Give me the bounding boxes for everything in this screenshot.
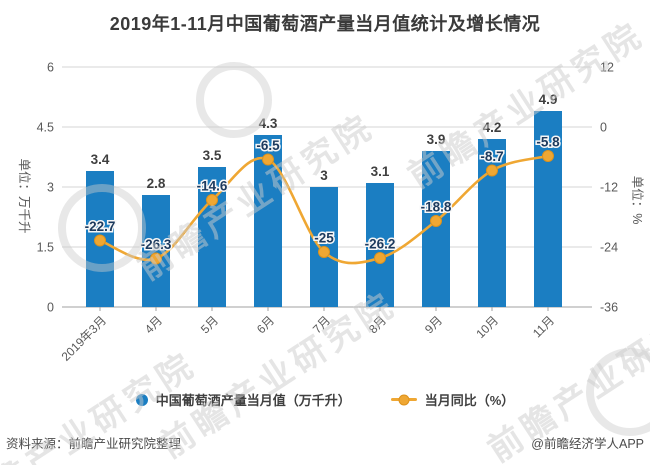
right-axis-tick-label: -36 bbox=[600, 301, 618, 315]
line-marker bbox=[374, 252, 386, 264]
x-axis-label: 9月 bbox=[422, 313, 445, 336]
line-marker bbox=[206, 194, 218, 206]
right-axis-tick-label: 0 bbox=[600, 121, 607, 135]
x-axis-label: 4月 bbox=[142, 313, 165, 336]
left-axis-tick-label: 0 bbox=[47, 301, 54, 315]
line-marker bbox=[262, 153, 274, 166]
legend-bar-label: 中国葡萄酒产量当月值（万千升） bbox=[155, 393, 351, 408]
right-axis-tick-label: -24 bbox=[600, 241, 618, 255]
left-axis-title: 单位：万千升 bbox=[17, 158, 32, 233]
x-axis-label: 7月 bbox=[310, 313, 333, 336]
source-note: 资料来源：前瞻产业研究院整理 bbox=[6, 437, 182, 451]
bar bbox=[142, 195, 170, 307]
legend-line-label: 当月同比（%） bbox=[424, 393, 515, 408]
left-axis-tick-label: 1.5 bbox=[37, 241, 54, 255]
bar-value-label: 3.9 bbox=[427, 132, 446, 147]
line-value-label: -5.8 bbox=[536, 135, 560, 150]
credit-note: @前瞻经济学人APP bbox=[531, 437, 644, 451]
right-axis-title: 单位：% bbox=[630, 176, 645, 225]
bar-value-label: 2.8 bbox=[147, 176, 166, 191]
left-axis-tick-label: 3 bbox=[47, 181, 54, 195]
line-marker bbox=[150, 252, 162, 265]
legend-item-bar-series: 中国葡萄酒产量当月值（万千升） bbox=[135, 390, 351, 409]
x-axis-label: 5月 bbox=[198, 313, 221, 336]
x-axis-label: 2019年3月 bbox=[59, 313, 109, 363]
bar-value-label: 4.2 bbox=[483, 120, 502, 135]
legend-item-line-series: 当月同比（%） bbox=[390, 390, 515, 409]
line-value-label: -26.3 bbox=[141, 237, 172, 252]
right-axis-tick-label: 12 bbox=[600, 61, 614, 75]
legend-line-swatch-icon bbox=[390, 394, 417, 405]
bar-value-label: 3 bbox=[320, 168, 328, 183]
bar-value-label: 4.9 bbox=[539, 92, 558, 107]
line-marker bbox=[486, 164, 498, 177]
line-value-label: -25 bbox=[314, 231, 334, 246]
x-axis-label: 10月 bbox=[473, 313, 501, 341]
left-axis-tick-label: 6 bbox=[47, 61, 54, 75]
line-value-label: -8.7 bbox=[480, 149, 503, 164]
x-axis-label: 6月 bbox=[254, 313, 277, 336]
line-marker bbox=[430, 215, 442, 227]
x-axis-label: 11月 bbox=[530, 313, 557, 340]
line-marker bbox=[94, 234, 106, 247]
x-axis-label: 8月 bbox=[366, 313, 389, 336]
right-axis-tick-label: -12 bbox=[600, 181, 618, 195]
line-value-label: -18.8 bbox=[421, 200, 452, 215]
bar-value-label: 3.5 bbox=[203, 148, 222, 163]
line-value-label: -22.7 bbox=[85, 219, 116, 234]
chart-footer: 资料来源：前瞻产业研究院整理 @前瞻经济学人APP bbox=[0, 433, 650, 452]
legend-line-dot-icon bbox=[398, 394, 410, 405]
line-value-label: -14.6 bbox=[197, 179, 228, 194]
line-value-label: -26.2 bbox=[365, 237, 396, 252]
line-marker bbox=[318, 246, 330, 258]
bar-value-label: 3.1 bbox=[371, 164, 390, 179]
bar-value-label: 3.4 bbox=[91, 152, 110, 167]
line-marker bbox=[542, 150, 554, 162]
trend-line bbox=[98, 154, 550, 265]
legend-bar-swatch-icon bbox=[135, 393, 148, 406]
chart-legend: 中国葡萄酒产量当月值（万千升） 当月同比（%） bbox=[0, 390, 650, 409]
line-value-label: -6.5 bbox=[256, 138, 280, 153]
bar-value-label: 4.3 bbox=[259, 116, 278, 131]
bar bbox=[534, 111, 562, 307]
left-axis-tick-label: 4.5 bbox=[37, 121, 54, 135]
bar bbox=[366, 183, 394, 307]
bar bbox=[478, 139, 506, 307]
chart-title: 2019年1-11月中国葡萄酒产量当月值统计及增长情况 bbox=[109, 14, 541, 34]
